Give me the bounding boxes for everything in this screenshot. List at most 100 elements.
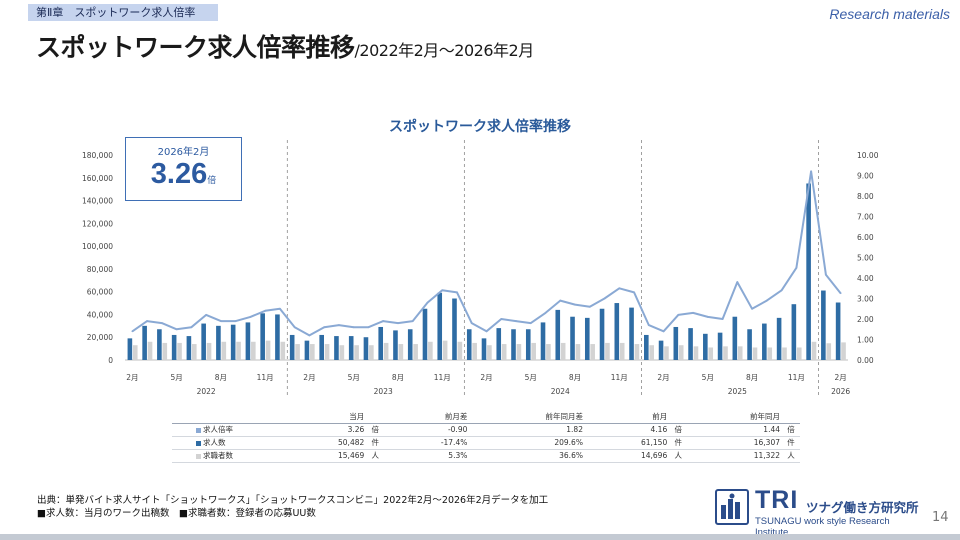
bar-seekers: [752, 347, 758, 360]
bar-jobs: [334, 336, 339, 360]
bar-seekers: [826, 343, 832, 360]
x-tick-label: 2月: [657, 373, 669, 382]
header-prev-month: 前月: [652, 411, 668, 421]
bar-seekers: [487, 345, 492, 360]
bar-jobs: [216, 325, 221, 360]
bar-seekers: [354, 345, 359, 360]
row-label-text: 求人倍率: [203, 425, 233, 434]
ratio-point: [190, 326, 193, 329]
footnote: 出典：単発バイト求人サイト「ショットワークス」「ショットワークスコンビニ」202…: [37, 494, 548, 520]
ratio-point: [367, 326, 370, 329]
bar-jobs: [437, 292, 443, 360]
page-number: 14: [932, 510, 949, 525]
bar-seekers: [531, 342, 536, 360]
ratio-point: [765, 299, 768, 302]
kpi-figure: 3.26倍: [126, 158, 241, 190]
bar-seekers: [664, 346, 669, 360]
ratio-point: [751, 307, 753, 310]
cell-unit: 人: [371, 451, 380, 460]
ratio-point: [706, 316, 709, 318]
bar-jobs: [127, 338, 133, 360]
bar-layer: [127, 183, 846, 360]
y-right-tick-label: 0.00: [857, 356, 874, 365]
bar-seekers: [236, 341, 241, 360]
bar-jobs: [201, 323, 206, 360]
bar-seekers: [206, 342, 212, 360]
cell-unit: 倍: [674, 425, 682, 434]
y-right-tick-label: 3.00: [857, 295, 874, 304]
ratio-point: [146, 320, 149, 322]
summary-table-header: 当月 前月差 前年同月差 前月 前年同月: [172, 410, 800, 423]
y-right-tick-label: 10.00: [857, 151, 879, 160]
cell-prev-month: 14,696: [640, 451, 668, 460]
bar-jobs: [540, 322, 546, 360]
bar-jobs: [584, 317, 590, 360]
ratio-chart: 0 20,000 40,000 60,000 80,000 100,000 120,000 1…: [82, 140, 879, 398]
ratio-point: [529, 322, 532, 324]
ratio-point: [397, 322, 399, 324]
ratio-point: [574, 303, 576, 306]
ratio-point: [647, 324, 650, 327]
ratio-point: [515, 320, 517, 322]
bar-seekers: [265, 340, 271, 360]
bar-seekers: [649, 345, 655, 360]
ratio-point: [352, 326, 355, 329]
bar-jobs: [230, 324, 236, 360]
cell-prev-year: 16,307: [753, 438, 780, 447]
cell-unit: 人: [674, 451, 682, 460]
chapter-tag: 第Ⅱ章 スポットワーク求人倍率: [28, 4, 218, 21]
cell-unit: 人: [787, 451, 795, 460]
bar-jobs: [142, 325, 147, 360]
bar-jobs: [673, 326, 679, 360]
ratio-point: [736, 281, 739, 283]
bar-jobs: [289, 334, 295, 360]
bar-seekers: [147, 341, 153, 360]
bar-seekers: [383, 342, 389, 360]
logo-en: TSUNAGU work style Research Institute: [755, 516, 890, 538]
bar-seekers: [280, 341, 286, 360]
cell-mom: 5.3%: [448, 451, 468, 460]
y-left-tick-label: 60,000: [87, 288, 113, 297]
page-title: スポットワーク求人倍率推移/2022年2月～2026年2月: [36, 28, 534, 64]
footnote-definitions: ■求人数：当月のワーク出稿数 ■求職者数：登録者の応募UU数: [37, 508, 316, 519]
cell-yoy: 209.6%: [554, 438, 583, 447]
ratio-point: [382, 320, 385, 322]
y-left-tick-label: 160,000: [82, 174, 113, 183]
y-right-tick-label: 1.00: [857, 336, 874, 345]
bar-jobs: [466, 329, 472, 360]
ratio-point: [160, 322, 163, 324]
row-swatch: [196, 427, 201, 433]
bar-seekers: [295, 344, 300, 360]
summary-table: 当月 前月差 前年同月差 前月 前年同月 求人倍率 3.26 倍 -0.90 1…: [172, 410, 800, 463]
x-tick-label: 5月: [702, 373, 714, 382]
x-year-label: 2024: [551, 387, 570, 396]
bottom-bar: [0, 534, 960, 540]
cell-unit: 件: [674, 438, 682, 447]
bar-seekers: [590, 344, 595, 360]
bar-jobs: [776, 317, 782, 360]
bar-jobs: [599, 308, 605, 360]
bar-jobs: [835, 302, 841, 360]
bar-seekers: [605, 342, 610, 360]
x-year-label: 2023: [374, 387, 393, 396]
ratio-point: [279, 307, 281, 310]
bar-jobs: [481, 338, 487, 360]
bar-seekers: [310, 344, 315, 360]
bar-seekers: [841, 342, 846, 360]
ratio-point: [559, 299, 562, 302]
y-left-tick-label: 140,000: [82, 197, 113, 206]
bar-jobs: [186, 336, 192, 360]
bar-jobs: [555, 309, 561, 360]
cell-prev-month: 4.16: [650, 425, 668, 434]
cell-mom: -17.4%: [440, 438, 468, 447]
ratio-point: [470, 322, 473, 324]
y-right-tick-label: 6.00: [857, 233, 874, 242]
y-left-tick-label: 0: [108, 356, 113, 365]
kpi-label: 2026年2月: [157, 147, 210, 158]
bar-seekers: [369, 345, 374, 360]
bar-jobs: [319, 334, 324, 360]
bar-jobs: [157, 329, 162, 360]
bar-seekers: [796, 347, 802, 360]
table-row-seekers: 求職者数 15,469 人 5.3% 36.6% 14,696 人 11,322…: [172, 449, 800, 462]
ratio-point: [662, 330, 665, 333]
